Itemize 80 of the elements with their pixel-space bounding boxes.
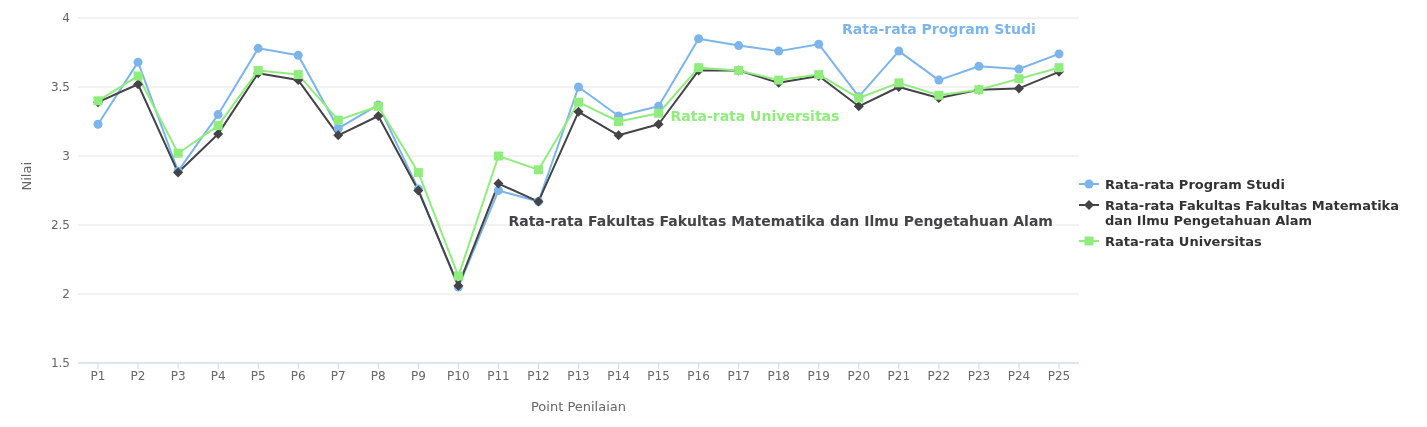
point xyxy=(93,119,103,129)
point xyxy=(333,115,343,125)
x-tick-label: P18 xyxy=(767,368,790,383)
point xyxy=(133,57,143,67)
point xyxy=(1054,63,1064,73)
x-tick-label: P23 xyxy=(967,368,991,383)
x-tick-label: P20 xyxy=(847,368,871,383)
point xyxy=(333,130,344,141)
x-tick-label: P22 xyxy=(927,368,951,383)
point xyxy=(1014,64,1024,74)
y-tick-label: 4 xyxy=(62,11,70,26)
point xyxy=(413,168,423,178)
y-tick-label: 2.5 xyxy=(50,218,70,233)
point xyxy=(894,46,904,56)
point xyxy=(774,46,784,56)
x-tick-label: P9 xyxy=(410,368,426,383)
x-tick-label: P2 xyxy=(130,368,146,383)
x-tick-label: P16 xyxy=(687,368,710,383)
point xyxy=(213,110,223,120)
point xyxy=(293,50,303,60)
point xyxy=(1014,74,1024,84)
point xyxy=(253,43,263,53)
point xyxy=(734,41,744,51)
point xyxy=(614,117,624,126)
point xyxy=(573,106,584,117)
text: Rata-rata Program Studi xyxy=(842,21,1036,38)
point xyxy=(934,90,944,100)
point xyxy=(853,101,864,112)
y-tick-label: 3 xyxy=(62,149,70,164)
y-tick-label: 1.5 xyxy=(50,356,70,371)
x-tick-label: P13 xyxy=(567,368,590,383)
x-tick-label: P25 xyxy=(1047,368,1071,383)
x-axis-title: Point Penilaian xyxy=(530,399,627,414)
x-tick-label: P15 xyxy=(647,368,670,383)
x-tick-label: P24 xyxy=(1007,368,1031,383)
y-tick-label: 2 xyxy=(62,287,70,302)
point xyxy=(173,148,183,158)
point xyxy=(253,65,263,75)
x-tick-label: P7 xyxy=(330,368,346,383)
x-tick-label: P1 xyxy=(90,368,106,383)
point xyxy=(574,82,583,92)
y-axis-title: Nilai xyxy=(18,161,34,191)
point xyxy=(133,71,143,81)
point xyxy=(934,75,944,85)
text: Rata-rata Universitas xyxy=(670,108,840,125)
point xyxy=(654,108,664,118)
point xyxy=(894,78,904,88)
x-tick-label: P6 xyxy=(290,368,306,383)
legend-label: Rata-rata Program Studi xyxy=(1105,176,1285,192)
x-tick-label: P19 xyxy=(807,368,831,383)
point xyxy=(453,271,463,281)
legend-label: Rata-rata Universitas xyxy=(1105,233,1262,249)
x-tick-label: P3 xyxy=(170,368,186,383)
point xyxy=(493,178,504,189)
point xyxy=(1013,83,1024,94)
point xyxy=(814,39,824,49)
x-tick-label: P10 xyxy=(447,368,470,383)
legend-label: Rata-rata Fakultas Fakultas Matematika dan Ilmu Pengetahuan Alam xyxy=(1105,197,1400,228)
x-tick-label: P17 xyxy=(727,368,750,383)
point xyxy=(613,130,624,141)
point xyxy=(653,119,664,130)
point xyxy=(533,165,543,175)
point xyxy=(133,79,144,90)
point xyxy=(373,110,384,121)
point xyxy=(293,70,303,80)
point xyxy=(694,34,704,44)
point xyxy=(974,61,984,71)
x-tick-label: P5 xyxy=(250,368,266,383)
x-tick-label: P11 xyxy=(487,368,510,383)
text: Rata-rata Fakultas Fakultas Matematika dan Ilmu Pengetahuan Alam xyxy=(508,212,1053,229)
point xyxy=(493,151,503,161)
y-tick-label: 3.5 xyxy=(50,80,70,95)
point xyxy=(213,121,223,131)
point xyxy=(1054,49,1064,59)
x-tick-label: P4 xyxy=(210,368,226,383)
x-tick-label: P21 xyxy=(887,368,911,383)
point xyxy=(574,97,583,107)
x-tick-label: P8 xyxy=(370,368,386,383)
x-tick-label: P14 xyxy=(607,368,630,383)
x-tick-label: P12 xyxy=(527,368,550,383)
